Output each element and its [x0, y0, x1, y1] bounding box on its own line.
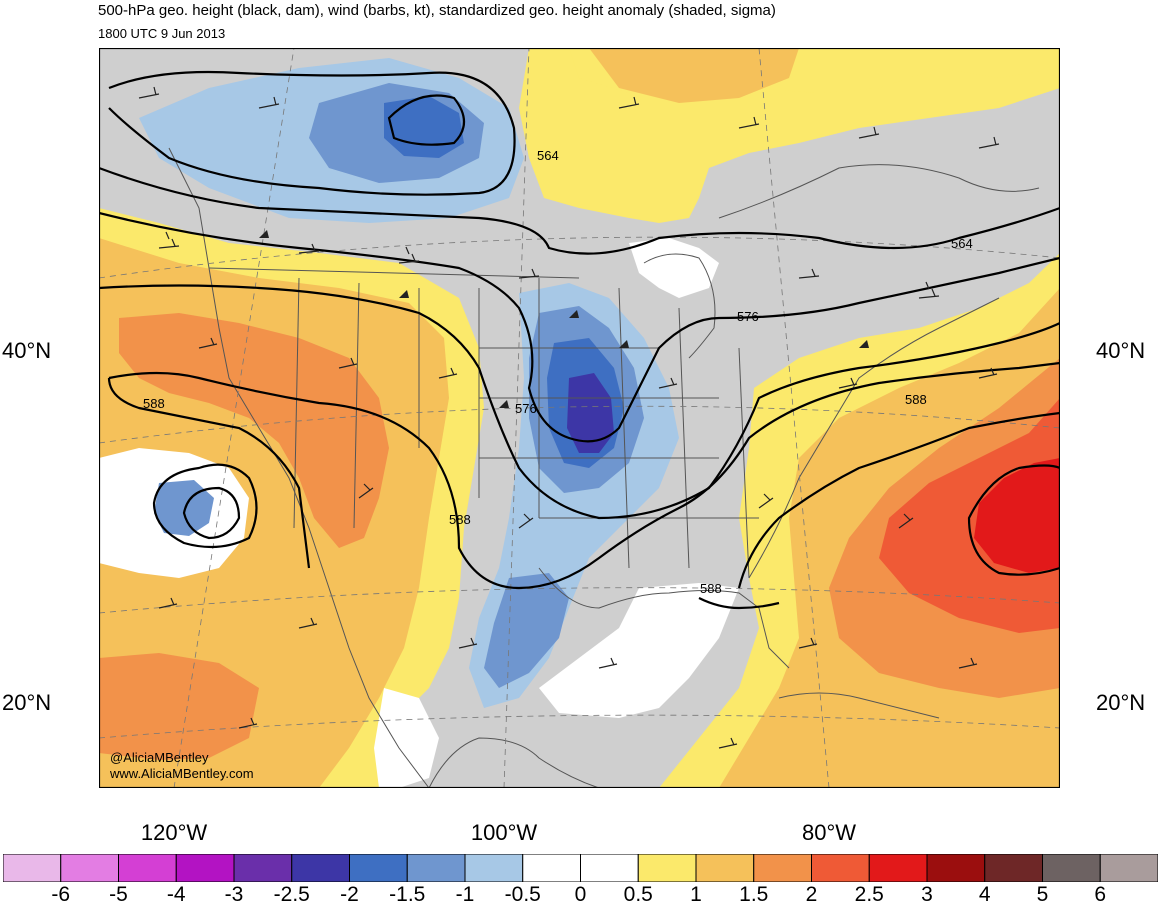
colorbar-swatch: [118, 854, 177, 882]
colorbar-swatch: [695, 854, 755, 882]
colorbar-tick-label: -2: [340, 883, 359, 906]
contour-label: 588: [449, 512, 471, 527]
colorbar-tick-label: -6: [51, 883, 71, 906]
negative-anomaly-central-4: [567, 373, 614, 453]
colorbar-tick-label: 0.5: [623, 883, 653, 906]
colorbar-tick-label: 5: [1036, 883, 1049, 906]
colorbar-swatch: [637, 854, 697, 882]
contour-label: 576: [515, 401, 537, 416]
colorbar-swatch: [580, 854, 639, 882]
anomaly-north-1: [589, 48, 799, 103]
colorbar-tick-label: -4: [166, 883, 186, 906]
colorbar-tick-label: 4: [978, 883, 991, 906]
lat-label-20n-right: 20°N: [1096, 690, 1146, 715]
negative-anomaly-north-3: [384, 96, 464, 158]
negative-anomaly-south-2: [484, 573, 569, 688]
contour-labels: 564 564 576 576 588 588 588 588: [143, 148, 973, 596]
colorbar-swatch: [926, 854, 986, 882]
colorbar-swatch: [3, 854, 62, 882]
political-boundaries: [168, 147, 1040, 788]
colorbar-swatch: [1099, 854, 1158, 882]
colorbar-tick-label: -5: [109, 883, 128, 906]
colorbar-swatch: [753, 854, 812, 882]
credit-handle: @AliciaMBentley: [110, 750, 209, 765]
colorbar-swatch: [349, 854, 408, 882]
negative-anomaly-pacific-low: [154, 480, 214, 536]
lon-label-120w: 120°W: [140, 820, 208, 845]
colorbar-swatch: [175, 854, 235, 882]
colorbar-swatch: [868, 854, 928, 882]
neutral-mexico: [374, 688, 439, 788]
graticule: [99, 48, 1060, 788]
anomaly-map: 564 564 576 576 588 588 588 588: [99, 48, 1060, 788]
map-border: [99, 48, 1060, 788]
colorbar-swatch: [291, 854, 350, 882]
contour-label: 588: [700, 581, 722, 596]
colorbar-swatch: [984, 854, 1043, 882]
colorbar-swatch: [1042, 854, 1101, 882]
lat-label-40n-left: 40°N: [2, 338, 52, 363]
map-subtitle: 1800 UTC 9 Jun 2013: [98, 26, 226, 41]
lat-label-40n-right: 40°N: [1096, 338, 1146, 363]
neutral-gulf: [539, 583, 739, 718]
contour-label: 564: [951, 236, 973, 251]
contour-label: 588: [143, 396, 165, 411]
colorbar-swatch: [464, 854, 524, 882]
anomaly-west-2: [119, 313, 389, 548]
colorbar-swatch: [233, 854, 293, 882]
colorbar-tick-label: 1: [690, 883, 702, 906]
lon-label-80w: 80°W: [801, 820, 857, 845]
colorbar-tick-label: 1.5: [739, 883, 769, 906]
colorbar-swatch: [522, 854, 581, 882]
colorbar-tick-label: -1: [455, 883, 475, 906]
neutral-great-lakes: [629, 238, 719, 298]
colorbar-tick-label: 3: [921, 883, 933, 906]
colorbar-tick-label: -3: [224, 883, 244, 906]
anomaly-southwest-2: [99, 653, 259, 760]
colorbar-tick-label: 6: [1094, 883, 1107, 906]
anomaly-atlantic-4: [974, 458, 1060, 573]
colorbar-tick-label: -2.5: [273, 883, 310, 906]
contour-label: 588: [905, 392, 927, 407]
contour-label: 576: [737, 309, 759, 324]
colorbar-swatch: [60, 854, 119, 882]
colorbar-tick-label: -1.5: [389, 883, 426, 906]
map-title: 500-hPa geo. height (black, dam), wind (…: [98, 2, 776, 19]
colorbar: [3, 854, 1158, 882]
colorbar-tick-label: 0: [574, 883, 587, 906]
colorbar-swatch: [406, 854, 466, 882]
wind-pennants: [259, 230, 869, 408]
credit-website: www.AliciaMBentley.com: [110, 766, 254, 781]
contour-label: 564: [537, 148, 559, 163]
colorbar-tick-label: 2.5: [854, 883, 884, 906]
lon-label-100w: 100°W: [470, 820, 538, 845]
colorbar-swatch: [811, 854, 870, 882]
map-panel: 564 564 576 576 588 588 588 588: [99, 48, 1060, 788]
colorbar-tick-label: -0.5: [504, 883, 541, 906]
lat-label-20n-left: 20°N: [2, 690, 52, 715]
wind-barbs: [138, 86, 1000, 749]
height-contours: [99, 70, 1060, 610]
colorbar-tick-label: 2: [805, 883, 818, 906]
